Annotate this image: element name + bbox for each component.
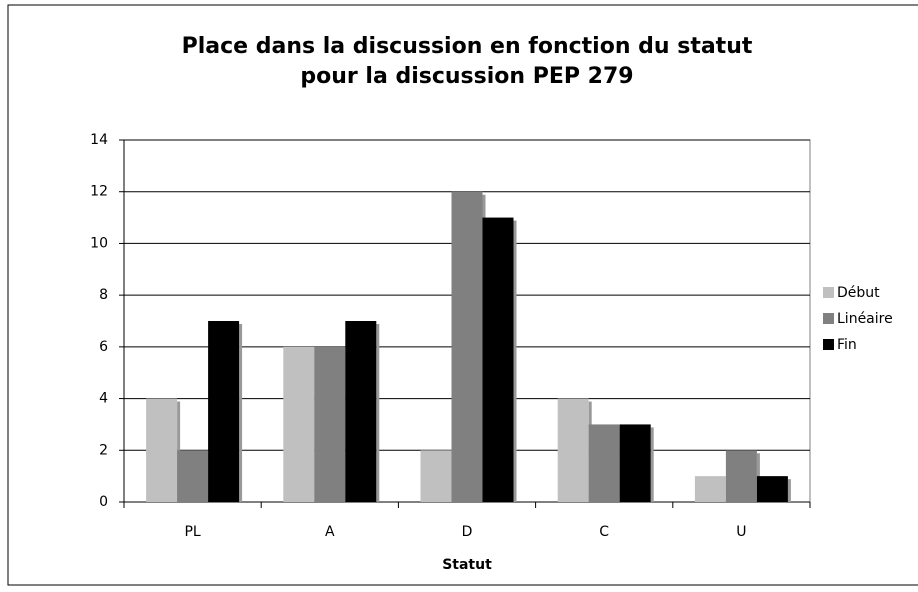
chart-title: pour la discussion PEP 279 <box>300 64 633 89</box>
x-tick-label: PL <box>184 524 200 540</box>
bar <box>725 450 757 502</box>
bar <box>756 476 788 502</box>
bar <box>482 217 514 503</box>
bar <box>619 424 651 502</box>
bar <box>208 321 240 502</box>
bar-shadow <box>787 479 791 502</box>
bar <box>694 476 726 502</box>
x-tick-label: A <box>325 524 335 540</box>
bar <box>420 450 452 502</box>
bar <box>588 424 620 502</box>
bar-shadow <box>239 324 243 502</box>
bar-shadow <box>650 427 654 502</box>
x-tick-label: D <box>462 524 473 540</box>
x-tick-label: U <box>736 524 746 540</box>
legend-swatch <box>823 287 834 298</box>
y-tick-label: 6 <box>99 339 108 355</box>
y-tick-label: 2 <box>99 442 108 458</box>
bar <box>557 398 589 502</box>
chart-title: Place dans la discussion en fonction du … <box>182 34 753 59</box>
bar <box>451 191 483 502</box>
bar <box>283 346 315 502</box>
legend-swatch <box>823 339 834 350</box>
bar <box>314 346 346 502</box>
y-tick-label: 4 <box>99 391 108 407</box>
bar-shadow <box>513 220 517 503</box>
bar <box>345 321 377 502</box>
y-tick-label: 10 <box>90 235 108 251</box>
bar-shadow <box>376 324 380 502</box>
y-tick-label: 0 <box>99 494 108 510</box>
y-tick-label: 8 <box>99 287 108 303</box>
legend-swatch <box>823 313 834 324</box>
bar <box>146 398 178 502</box>
legend-label: Linéaire <box>837 311 893 327</box>
y-tick-label: 14 <box>90 132 108 148</box>
x-axis-label: Statut <box>442 557 492 573</box>
x-tick-label: C <box>599 524 609 540</box>
legend-label: Fin <box>837 337 857 353</box>
bar <box>177 450 209 502</box>
y-tick-label: 12 <box>90 184 108 200</box>
legend-label: Début <box>837 285 880 301</box>
